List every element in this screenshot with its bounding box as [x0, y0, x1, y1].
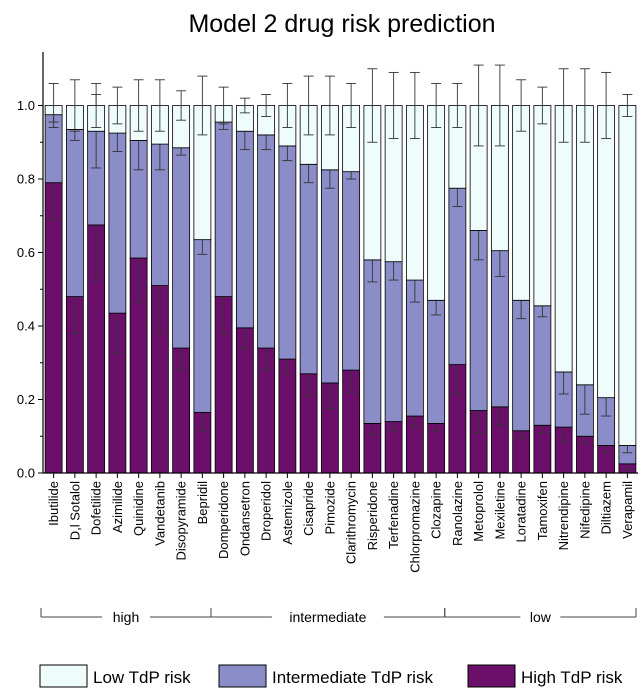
bar-segment: [384, 261, 403, 422]
category-label: Loratadine: [514, 481, 529, 542]
group-label: low: [530, 609, 552, 625]
y-axis: 0.0 0.2 0.4 0.6 0.8 1.0: [17, 52, 44, 481]
bar-segment: [427, 105, 446, 301]
category-label: Tamoxifen: [535, 481, 550, 540]
category-label: Bepridil: [195, 481, 210, 524]
category-label: Azimilide: [110, 481, 125, 533]
risk-groups: high intermediate low: [40, 608, 637, 625]
plot-area: [44, 64, 637, 474]
group-label: intermediate: [289, 609, 366, 625]
bar-segment: [299, 163, 318, 375]
bar-segment: [172, 147, 191, 349]
bar-segment: [193, 239, 212, 413]
category-label: Ranolazine: [450, 481, 465, 546]
category-label: Ibutilide: [46, 481, 61, 526]
bar-segment: [278, 145, 297, 360]
bar-segment: [512, 299, 531, 432]
bar-segment: [65, 128, 84, 298]
chart-title: Model 2 drug risk prediction: [188, 10, 495, 38]
y-tick-label: 0.0: [17, 466, 35, 481]
bar-segment: [427, 299, 446, 424]
bar-segment: [44, 182, 63, 474]
category-label: D,l Sotalol: [67, 481, 82, 540]
bar-segment: [342, 171, 361, 371]
bar-segment: [363, 259, 382, 424]
bar-segment: [575, 105, 594, 386]
category-label: Risperidone: [365, 481, 380, 550]
legend-label: High TdP risk: [521, 668, 623, 687]
bar-segment: [320, 169, 339, 384]
category-label: Terfenadine: [386, 481, 401, 549]
bar-segment: [533, 305, 552, 426]
bar-segment: [257, 134, 276, 349]
category-label: Nitrendipine: [556, 481, 571, 550]
group-label: high: [113, 609, 139, 625]
category-label: Chlorpromazine: [407, 481, 422, 573]
y-tick-label: 0.2: [17, 392, 35, 407]
legend-swatch: [467, 664, 516, 688]
category-label: Pimozide: [322, 481, 337, 534]
y-tick-label: 1.0: [17, 98, 35, 113]
legend: Low TdP risk Intermediate TdP risk High Td…: [39, 664, 623, 688]
y-tick-label: 0.8: [17, 172, 35, 187]
y-tick-label: 0.4: [17, 319, 35, 334]
x-axis: Ibutilide D,l Sotalol Dofetilide Azimilide Q…: [43, 472, 638, 573]
bar-segment: [597, 105, 616, 399]
bar-segment: [448, 187, 467, 365]
category-label: Dofetilide: [89, 481, 104, 535]
bar-segment: [108, 132, 127, 314]
bar-segment: [618, 105, 637, 446]
bar-segment: [554, 105, 573, 373]
bar-segment: [533, 105, 552, 307]
legend-swatch: [218, 664, 267, 688]
category-label: Metoprolol: [471, 481, 486, 542]
bar-segment: [512, 105, 531, 301]
category-label: Clozapine: [429, 481, 444, 539]
category-label: Verapamil: [620, 481, 635, 539]
legend-swatch: [39, 664, 88, 688]
category-label: Vandetanib: [152, 481, 167, 546]
y-tick-label: 0.6: [17, 245, 35, 260]
bar-segment: [214, 121, 233, 297]
category-label: Cisapride: [301, 481, 316, 536]
category-label: Clarithromycin: [344, 481, 359, 564]
category-label: Quinidine: [131, 481, 146, 536]
category-label: Nifedipine: [577, 481, 592, 539]
category-label: Droperidol: [259, 481, 274, 541]
legend-label: Intermediate TdP risk: [272, 668, 433, 687]
category-label: Domperidone: [216, 481, 231, 559]
category-label: Astemizole: [280, 481, 295, 545]
bar-segment: [235, 130, 254, 329]
bar-segment: [235, 327, 254, 474]
category-label: Mexiletine: [492, 481, 507, 540]
legend-label: Low TdP risk: [93, 668, 191, 687]
category-label: Disopyramide: [174, 481, 189, 560]
bar-segment: [278, 358, 297, 474]
category-label: Diltiazem: [599, 481, 614, 534]
category-label: Ondansetron: [237, 481, 252, 556]
